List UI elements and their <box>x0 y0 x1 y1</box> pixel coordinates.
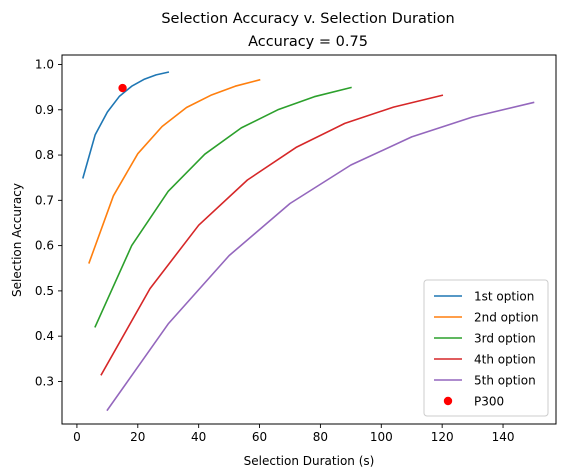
x-tick-label: 120 <box>431 430 454 444</box>
y-tick-label: 0.7 <box>35 193 54 207</box>
y-tick-label: 0.9 <box>35 103 54 117</box>
series-line-3rd-option <box>94 86 352 328</box>
point-p300 <box>118 83 127 93</box>
y-tick-label: 0.6 <box>35 239 54 253</box>
legend-label-2nd-option: 2nd option <box>474 311 539 325</box>
legend: 1st option 2nd option 3rd option 4th option… <box>423 279 549 417</box>
x-tick-label: 0 <box>73 430 81 444</box>
plot-frame <box>61 54 557 425</box>
series-line-1st-option <box>82 71 170 179</box>
x-tick-label: 140 <box>492 430 515 444</box>
series-line-5th-option <box>106 101 535 412</box>
x-tick-label: 80 <box>313 430 328 444</box>
x-tick-label: 60 <box>252 430 267 444</box>
legend-marker-p300 <box>443 396 453 406</box>
y-axis-label: Selection Accuracy <box>10 183 24 297</box>
y-tick-label: 0.3 <box>35 374 54 388</box>
y-axis-ticks: 0.3 0.4 0.5 0.6 0.7 0.8 0.9 1.0 <box>35 58 62 388</box>
legend-label-5th-option: 5th option <box>474 374 536 388</box>
x-tick-label: 40 <box>191 430 206 444</box>
legend-box <box>423 279 549 417</box>
series-layer <box>82 71 535 412</box>
legend-label-3rd-option: 3rd option <box>474 332 536 346</box>
y-tick-label: 0.5 <box>35 284 54 298</box>
series-line-2nd-option <box>88 78 261 264</box>
chart-subtitle: Accuracy = 0.75 <box>248 34 368 50</box>
chart-title: Selection Accuracy v. Selection Duration <box>161 11 454 27</box>
legend-label-p300: P300 <box>474 395 504 409</box>
y-tick-label: 0.4 <box>35 329 54 343</box>
x-axis-label: Selection Duration (s) <box>244 454 375 468</box>
x-tick-label: 100 <box>370 430 393 444</box>
x-tick-label: 20 <box>130 430 145 444</box>
x-axis-ticks: 0 20 40 60 80 100 120 140 <box>73 424 514 444</box>
series-line-4th-option <box>100 94 444 376</box>
y-tick-label: 0.8 <box>35 148 54 162</box>
y-tick-label: 1.0 <box>35 58 54 72</box>
legend-label-4th-option: 4th option <box>474 353 536 367</box>
legend-label-1st-option: 1st option <box>474 290 534 304</box>
points-layer <box>118 83 127 93</box>
